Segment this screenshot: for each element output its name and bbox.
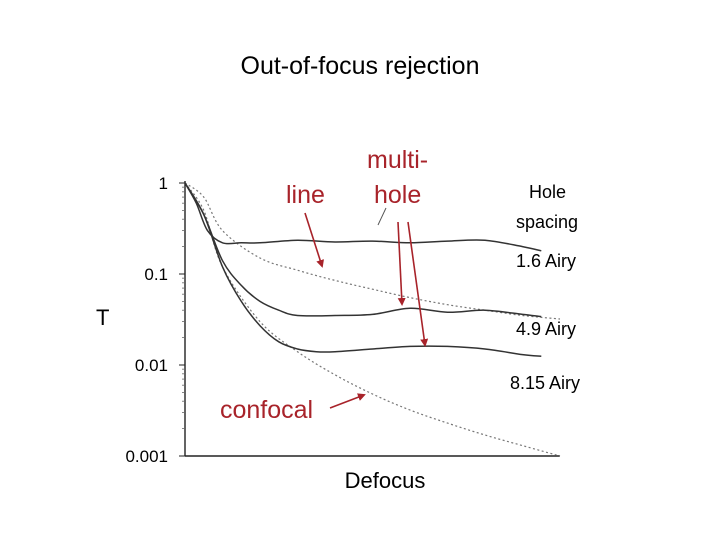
series-curve-confocal [184,182,561,457]
annotation-confocal-label: confocal [220,396,313,424]
arrow-to-4-9-curve [397,221,406,306]
y-tick-label: 0.01 [135,356,168,375]
annotation-hole-label: hole [374,181,421,209]
series-curve-1-6-airy [184,182,542,252]
series-curve-4-9-airy [184,182,542,318]
spacing-value-8-15: 8.15 Airy [510,373,580,393]
spacing-value-4-9: 4.9 Airy [516,319,576,339]
series-curve-8-15-airy [184,182,542,357]
annotation-multi-label: multi- [367,146,428,174]
y-tick-label: 1 [159,174,168,193]
arrow-to-8-15-curve [407,221,429,347]
series-curve-line [184,182,561,320]
annotation-line-label: line [286,181,325,209]
hole-spacing-header: Hole [529,182,566,202]
hole-spacing-header: spacing [516,212,578,232]
arrow-to-line-curve [304,212,324,268]
chart-title: Out-of-focus rejection [240,52,480,80]
y-tick-label: 0.1 [144,265,168,284]
x-axis-label: Defocus [344,468,426,493]
spacing-value-1-6: 1.6 Airy [516,251,576,271]
multihole-leader [377,207,387,226]
y-axis-label: T [96,305,110,330]
arrow-to-confocal-curve [329,393,366,409]
y-tick-label: 0.001 [125,447,168,466]
